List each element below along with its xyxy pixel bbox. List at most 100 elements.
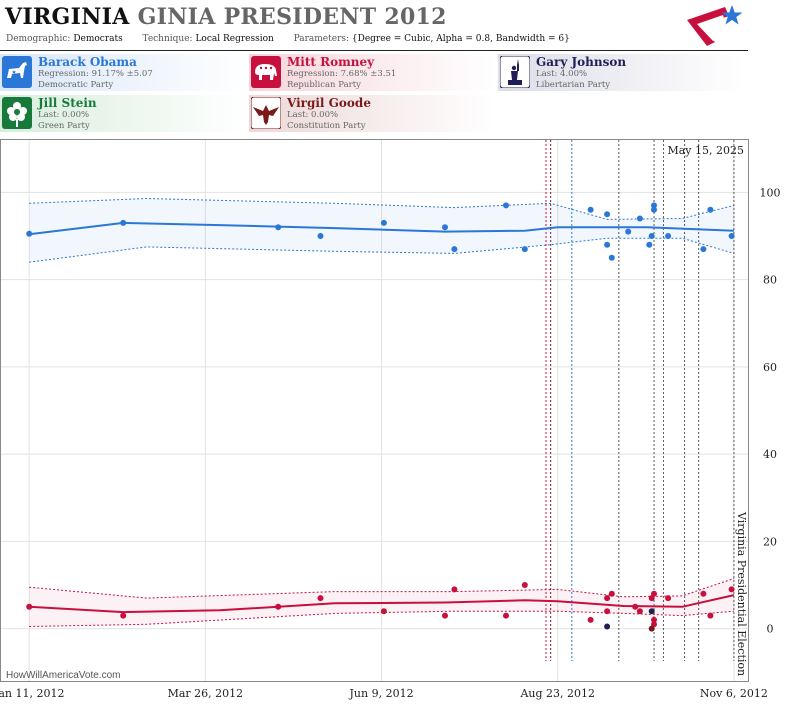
poll-point <box>451 586 458 593</box>
poll-point <box>451 246 458 253</box>
event-lines <box>545 140 735 661</box>
poll-point <box>380 608 387 615</box>
poll-point <box>651 202 657 209</box>
confidence-band-upper <box>29 197 735 220</box>
poll-point <box>728 233 735 239</box>
y-tick-label: 40 <box>763 448 777 461</box>
candidate-party: Democratic Party <box>38 80 114 90</box>
poll-point <box>503 202 509 209</box>
poll-point <box>317 595 324 602</box>
candidate-card-johnson: Gary Johnson Last: 4.00% Libertarian Par… <box>498 54 744 91</box>
poll-point <box>604 241 611 248</box>
poll-point <box>608 254 615 261</box>
poll-point <box>700 590 707 597</box>
candidate-card-romney: Mitt Romney Regression: 7.68% ±3.51 Repu… <box>249 54 495 91</box>
candidate-card-stein: Jill Stein Last: 0.00% Green Party <box>0 95 246 132</box>
confidence-band-lower <box>29 237 735 263</box>
poll-point <box>442 224 448 231</box>
poll-point <box>604 211 611 218</box>
demographic-label: Demographic: <box>6 34 71 44</box>
y-tick-label: 20 <box>763 535 777 548</box>
flower-icon <box>2 97 32 129</box>
elephant-icon <box>251 56 281 88</box>
poll-points <box>26 202 735 632</box>
poll-point <box>503 612 509 619</box>
poll-point <box>707 612 714 619</box>
eagle-icon <box>251 97 281 129</box>
title-state: VIRGINIA <box>5 4 130 30</box>
poll-point <box>651 590 657 597</box>
parameters-label: Parameters: <box>293 34 350 44</box>
technique-label: Technique: <box>142 34 193 44</box>
poll-point <box>632 603 639 610</box>
x-tick-label: Aug 23, 2012 <box>519 687 595 700</box>
election-annotation: Virginia Presidential Election <box>735 511 748 676</box>
parameters-line: Demographic: Democrats Technique: Local … <box>6 34 570 44</box>
poll-point <box>604 608 611 615</box>
y-tick-label: 100 <box>760 186 781 199</box>
candidate-name: Mitt Romney <box>287 55 375 69</box>
page-title: VIRGINIA GINIA PRESIDENT 2012 <box>5 4 447 30</box>
candidate-last: Last: 4.00% <box>536 69 588 79</box>
parameters-value: {Degree = Cubic, Alpha = 0.8, Bandwidth … <box>351 34 570 44</box>
y-tick-label: 60 <box>763 361 777 374</box>
poll-point <box>651 616 657 623</box>
poll-point <box>648 595 655 602</box>
statue-of-liberty-icon <box>500 56 530 88</box>
y-tick-label: 0 <box>767 623 774 636</box>
poll-point <box>442 612 448 619</box>
poll-point <box>120 612 127 619</box>
poll-point <box>587 616 594 623</box>
candidate-name: Gary Johnson <box>536 55 627 69</box>
candidate-name: Jill Stein <box>38 96 97 110</box>
trend-lines <box>29 221 735 614</box>
candidate-last: Last: 0.00% <box>38 110 90 120</box>
poll-point <box>625 228 632 235</box>
poll-point <box>604 595 611 602</box>
trend-line <box>29 594 735 614</box>
x-tick-label: Mar 26, 2012 <box>168 687 244 700</box>
poll-point <box>26 230 33 237</box>
poll-point <box>275 224 282 231</box>
candidate-party: Libertarian Party <box>536 80 611 90</box>
poll-point <box>275 603 282 610</box>
candidate-name: Barack Obama <box>38 55 137 69</box>
candidate-card-goode: Virgil Goode Last: 0.00% Constitution Pa… <box>249 95 495 132</box>
poll-point <box>380 219 387 226</box>
watermark: HowWillAmericaVote.com <box>6 670 120 681</box>
poll-point <box>648 233 655 239</box>
poll-point <box>665 233 672 239</box>
candidate-regression: Regression: 7.68% ±3.51 <box>287 69 397 79</box>
poll-point <box>646 241 653 248</box>
poll-point <box>521 246 528 253</box>
candidate-card-obama: Barack Obama Regression: 91.17% ±5.07 De… <box>0 54 246 91</box>
poll-point <box>26 603 33 610</box>
technique-value: Local Regression <box>195 34 274 44</box>
x-tick-label: Nov 6, 2012 <box>700 687 768 700</box>
x-tick-label: Jan 11, 2012 <box>0 687 64 700</box>
poll-point <box>648 625 655 632</box>
candidate-party: Green Party <box>38 121 90 131</box>
candidate-party: Republican Party <box>287 80 361 90</box>
poll-point <box>728 586 735 593</box>
candidate-last: Last: 0.00% <box>287 110 339 120</box>
poll-point <box>636 215 643 222</box>
title-rest: GINIA PRESIDENT 2012 <box>137 4 447 30</box>
poll-point <box>651 206 657 213</box>
donkey-icon <box>2 56 32 88</box>
poll-point <box>604 623 611 630</box>
demographic-value: Democrats <box>73 34 123 44</box>
poll-point <box>665 595 672 602</box>
poll-point <box>587 206 594 213</box>
date-label: May 15, 2025 <box>667 144 744 157</box>
poll-point <box>120 219 127 226</box>
poll-point <box>648 608 655 615</box>
poll-point <box>608 590 615 597</box>
poll-point <box>521 582 528 588</box>
axis-tick-labels: 0 20 40 60 80 100 Jan 11, 2012 Mar 26, 2012 Jun … <box>0 186 781 700</box>
poll-point <box>707 206 714 213</box>
site-logo-icon <box>687 5 743 46</box>
candidate-name: Virgil Goode <box>287 96 371 110</box>
x-tick-label: Jun 9, 2012 <box>349 687 414 700</box>
